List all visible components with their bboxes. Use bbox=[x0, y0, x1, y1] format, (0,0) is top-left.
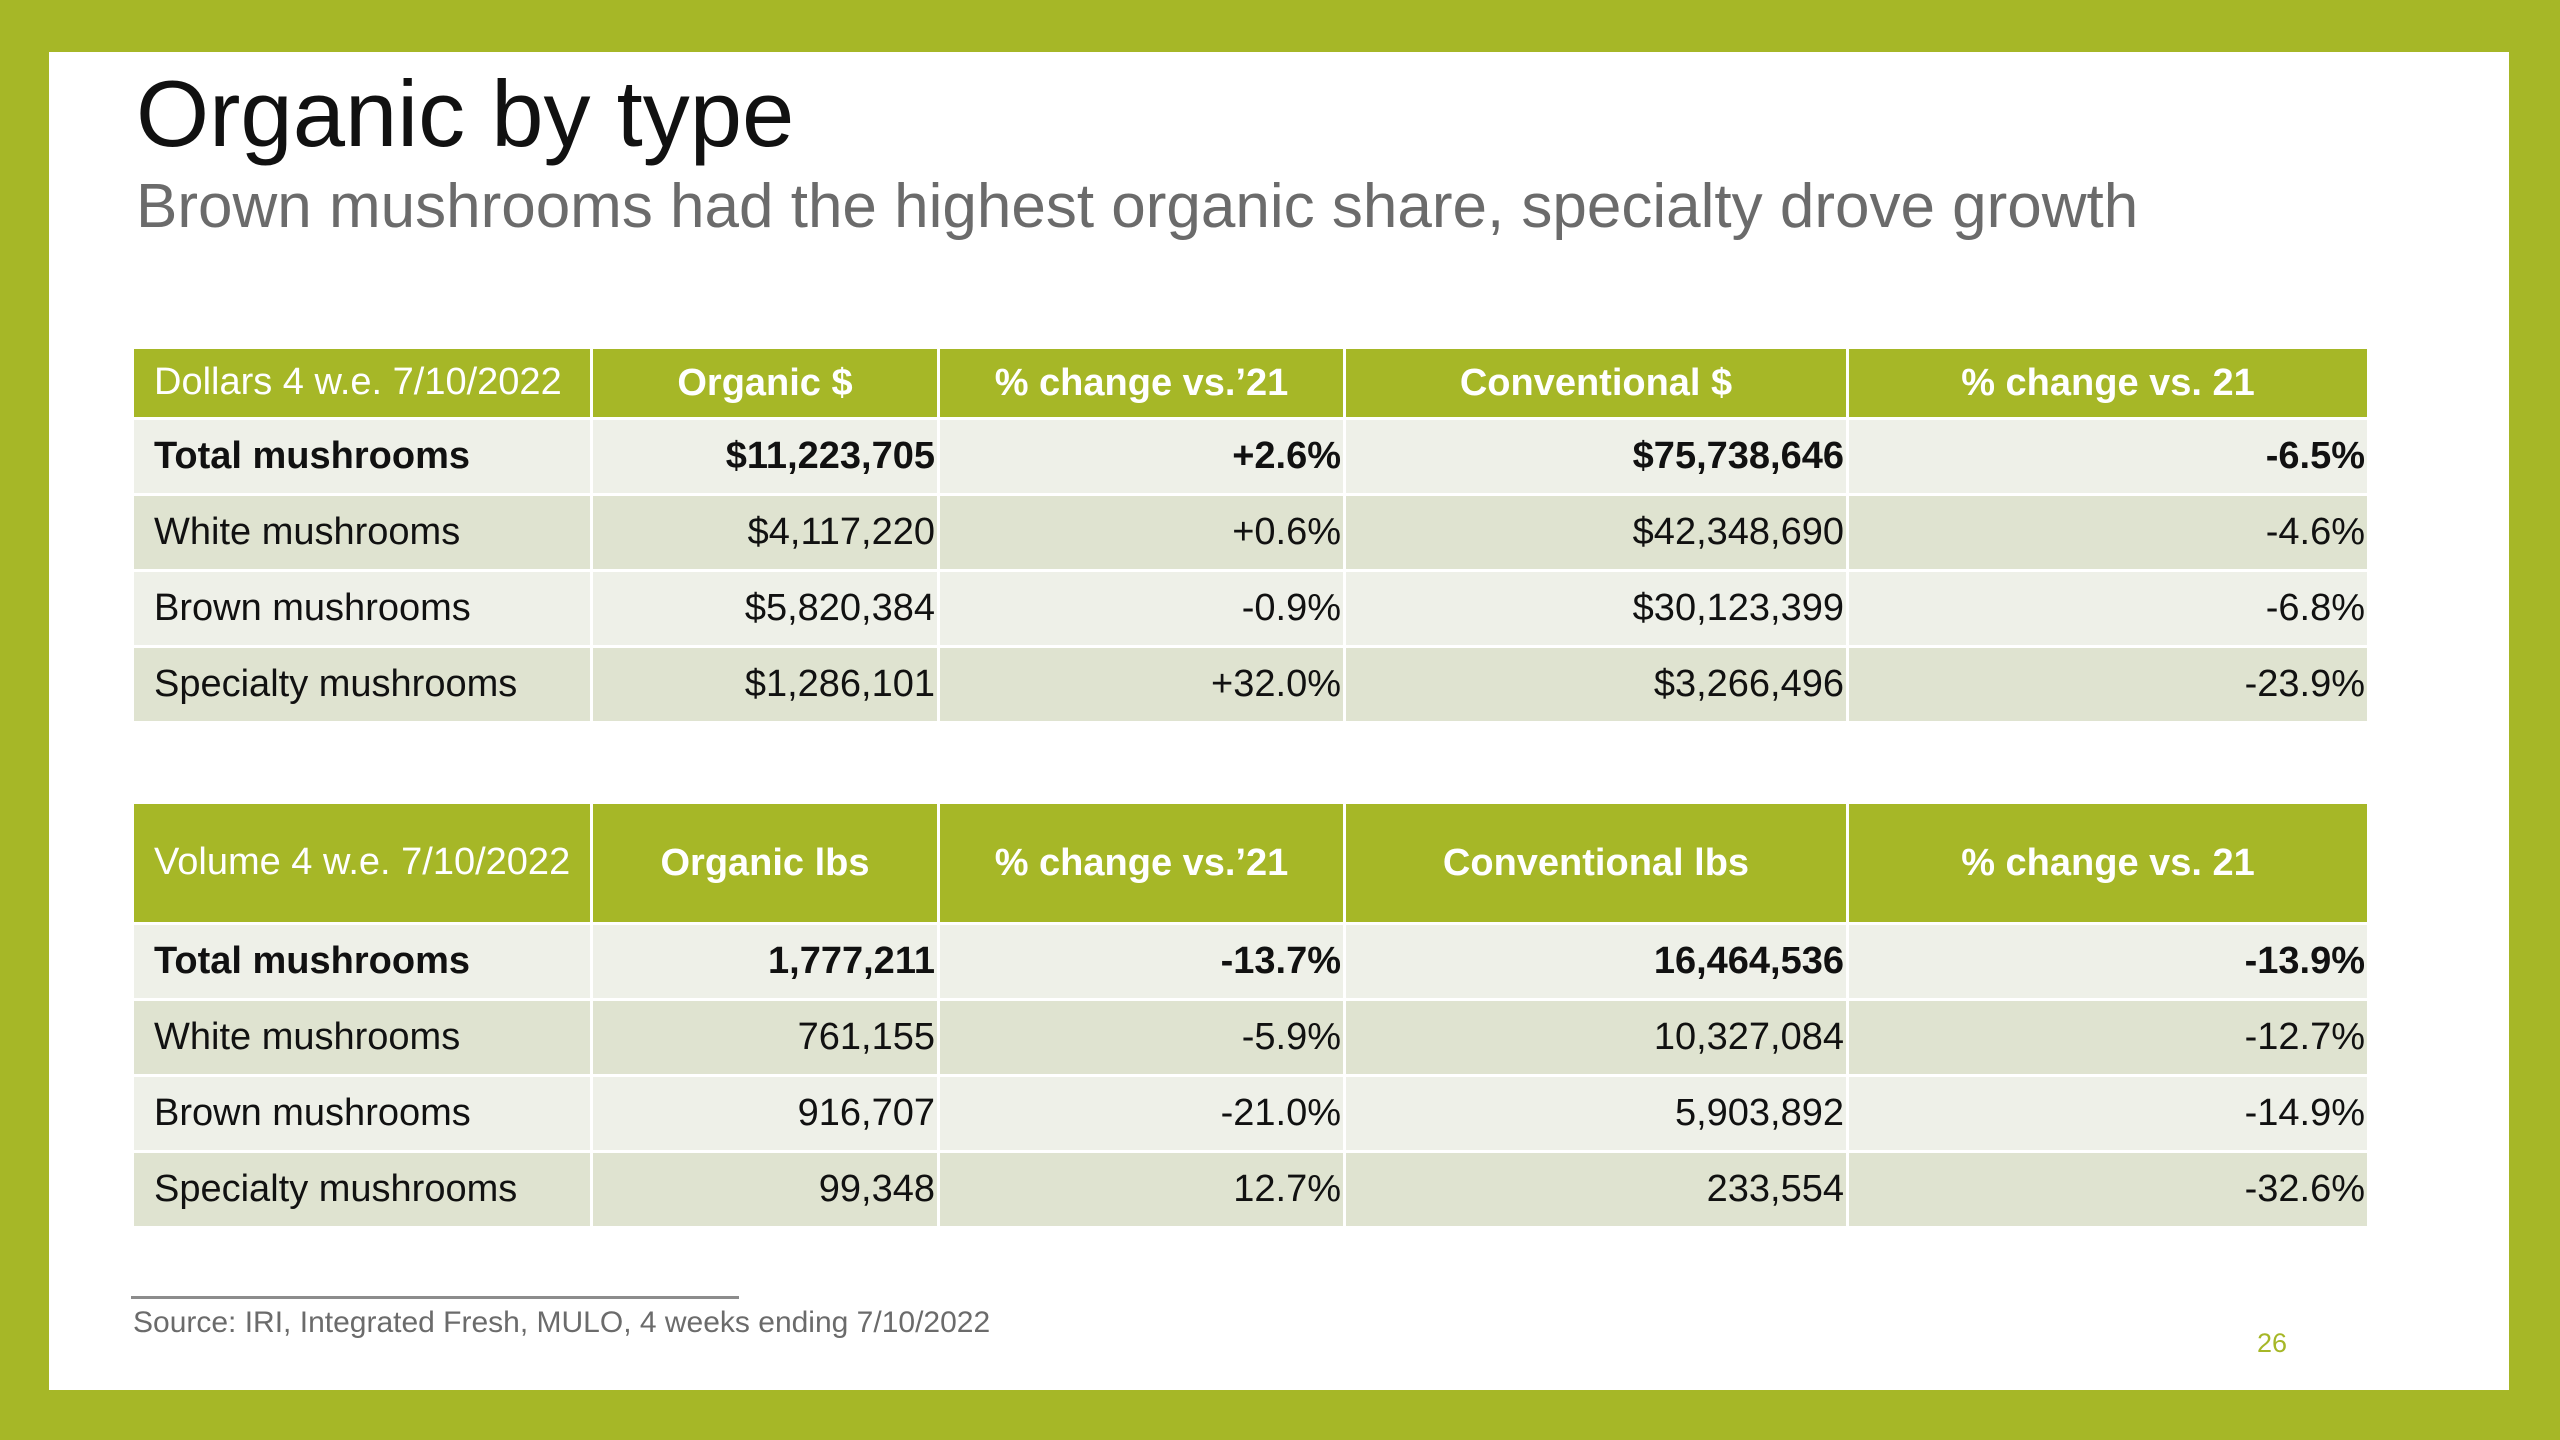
conventional-value: 5,903,892 bbox=[1346, 1077, 1846, 1150]
conventional-value: $42,348,690 bbox=[1346, 496, 1846, 569]
page-number: 26 bbox=[2257, 1328, 2288, 1358]
table-row: Brown mushrooms $5,820,384 -0.9% $30,123… bbox=[134, 572, 2367, 645]
column-header-organic-change: % change vs.’21 bbox=[940, 349, 1343, 417]
conventional-change: -12.7% bbox=[1849, 1001, 2367, 1074]
row-label: Specialty mushrooms bbox=[134, 1153, 590, 1226]
column-header-organic-dollars: Organic $ bbox=[593, 349, 937, 417]
organic-change: -21.0% bbox=[940, 1077, 1343, 1150]
volume-table-header: Volume 4 w.e. 7/10/2022 Organic lbs % ch… bbox=[134, 804, 2367, 922]
source-note: Source: IRI, Integrated Fresh, MULO, 4 w… bbox=[133, 1306, 991, 1339]
organic-value: $5,820,384 bbox=[593, 572, 937, 645]
organic-value: 916,707 bbox=[593, 1077, 937, 1150]
column-header-organic-change: % change vs.’21 bbox=[940, 804, 1343, 922]
organic-value: 761,155 bbox=[593, 1001, 937, 1074]
row-label: White mushrooms bbox=[134, 496, 590, 569]
row-label: Specialty mushrooms bbox=[134, 648, 590, 721]
slide: Organic by type Brown mushrooms had the … bbox=[49, 52, 2509, 1390]
slide-subtitle: Brown mushrooms had the highest organic … bbox=[136, 172, 2139, 241]
organic-value: 99,348 bbox=[593, 1153, 937, 1226]
row-label: Brown mushrooms bbox=[134, 572, 590, 645]
row-label: Total mushrooms bbox=[134, 925, 590, 998]
organic-value: $1,286,101 bbox=[593, 648, 937, 721]
table-row: Specialty mushrooms $1,286,101 +32.0% $3… bbox=[134, 648, 2367, 721]
column-header-conventional-change: % change vs. 21 bbox=[1849, 804, 2367, 922]
column-header-conventional-lbs: Conventional lbs bbox=[1346, 804, 1846, 922]
conventional-value: $75,738,646 bbox=[1346, 420, 1846, 493]
organic-change: +0.6% bbox=[940, 496, 1343, 569]
column-header-period: Dollars 4 w.e. 7/10/2022 bbox=[134, 349, 590, 417]
conventional-change: -14.9% bbox=[1849, 1077, 2367, 1150]
organic-change: -5.9% bbox=[940, 1001, 1343, 1074]
conventional-change: -23.9% bbox=[1849, 648, 2367, 721]
organic-change: +32.0% bbox=[940, 648, 1343, 721]
organic-value: $11,223,705 bbox=[593, 420, 937, 493]
row-label: Brown mushrooms bbox=[134, 1077, 590, 1150]
column-header-organic-lbs: Organic lbs bbox=[593, 804, 937, 922]
table-row: Specialty mushrooms 99,348 12.7% 233,554… bbox=[134, 1153, 2367, 1226]
organic-value: $4,117,220 bbox=[593, 496, 937, 569]
table-row: Brown mushrooms 916,707 -21.0% 5,903,892… bbox=[134, 1077, 2367, 1150]
conventional-value: 16,464,536 bbox=[1346, 925, 1846, 998]
conventional-change: -4.6% bbox=[1849, 496, 2367, 569]
conventional-value: 233,554 bbox=[1346, 1153, 1846, 1226]
conventional-value: 10,327,084 bbox=[1346, 1001, 1846, 1074]
table-row: Total mushrooms $11,223,705 +2.6% $75,73… bbox=[134, 420, 2367, 493]
dollars-table-header: Dollars 4 w.e. 7/10/2022 Organic $ % cha… bbox=[134, 349, 2367, 417]
organic-change: 12.7% bbox=[940, 1153, 1343, 1226]
conventional-value: $30,123,399 bbox=[1346, 572, 1846, 645]
row-label: Total mushrooms bbox=[134, 420, 590, 493]
row-label: White mushrooms bbox=[134, 1001, 590, 1074]
footnote-divider bbox=[131, 1296, 739, 1299]
conventional-change: -6.8% bbox=[1849, 572, 2367, 645]
dollars-table: Dollars 4 w.e. 7/10/2022 Organic $ % cha… bbox=[131, 346, 2370, 724]
column-header-conventional-change: % change vs. 21 bbox=[1849, 349, 2367, 417]
conventional-change: -6.5% bbox=[1849, 420, 2367, 493]
organic-change: -13.7% bbox=[940, 925, 1343, 998]
table-row: Total mushrooms 1,777,211 -13.7% 16,464,… bbox=[134, 925, 2367, 998]
slide-title: Organic by type bbox=[136, 61, 795, 166]
conventional-change: -32.6% bbox=[1849, 1153, 2367, 1226]
column-header-conventional-dollars: Conventional $ bbox=[1346, 349, 1846, 417]
conventional-change: -13.9% bbox=[1849, 925, 2367, 998]
table-row: White mushrooms $4,117,220 +0.6% $42,348… bbox=[134, 496, 2367, 569]
column-header-period: Volume 4 w.e. 7/10/2022 bbox=[134, 804, 590, 922]
organic-change: -0.9% bbox=[940, 572, 1343, 645]
volume-table: Volume 4 w.e. 7/10/2022 Organic lbs % ch… bbox=[131, 801, 2370, 1229]
conventional-value: $3,266,496 bbox=[1346, 648, 1846, 721]
organic-change: +2.6% bbox=[940, 420, 1343, 493]
organic-value: 1,777,211 bbox=[593, 925, 937, 998]
table-row: White mushrooms 761,155 -5.9% 10,327,084… bbox=[134, 1001, 2367, 1074]
